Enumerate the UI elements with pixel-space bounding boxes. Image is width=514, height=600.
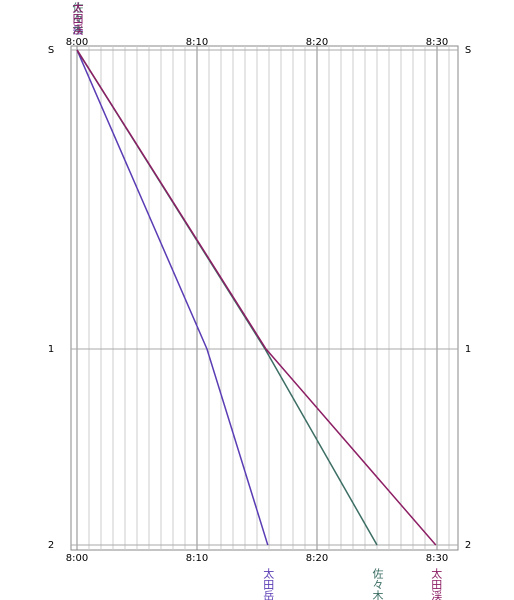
series-line [76, 49, 437, 546]
x-tick-label: 8:20 [306, 553, 328, 564]
series-name: 太田渓 [71, 2, 84, 36]
series-name: 太田岳 [262, 568, 275, 600]
series-name: 太田岳 [71, 2, 84, 35]
x-tick-label: 8:10 [186, 37, 208, 48]
x-tick-label: 8:30 [426, 37, 448, 48]
y-tick-label: 2 [48, 540, 54, 551]
series-name: 太田渓 [430, 568, 443, 600]
y-tick-label: S [48, 45, 54, 56]
y-tick-label: 2 [465, 540, 471, 551]
y-tick-label: 1 [465, 344, 471, 355]
x-tick-label: 8:20 [306, 37, 328, 48]
x-tick-label: 8:00 [66, 553, 88, 564]
y-tick-label: 1 [48, 344, 54, 355]
x-tick-label: 8:10 [186, 553, 208, 564]
series-name: 佐々木 [371, 567, 384, 600]
plot-frame [70, 45, 459, 551]
y-tick-label: S [465, 45, 471, 56]
series-name: 佐々木 [71, 1, 84, 36]
x-tick-label: 8:00 [66, 37, 88, 48]
series-line [76, 49, 269, 546]
x-tick-label: 8:30 [426, 553, 448, 564]
